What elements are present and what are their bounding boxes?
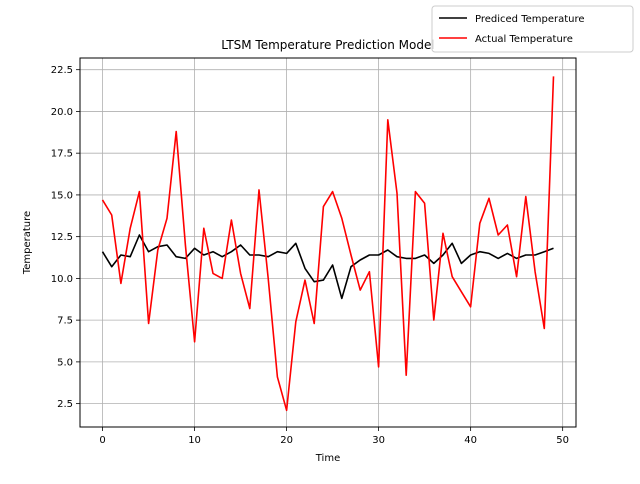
x-tick-label: 40 — [464, 435, 477, 446]
legend-label-predicted: Prediced Temperature — [475, 14, 585, 25]
series-line-actual — [101, 76, 555, 412]
y-tick-label: 5.0 — [57, 357, 73, 368]
legend-box — [431, 5, 634, 53]
grid — [80, 58, 576, 427]
x-tick-label: 20 — [280, 435, 293, 446]
series-lines — [101, 76, 555, 412]
x-axis-label: Time — [315, 453, 340, 464]
x-tick-label: 50 — [556, 435, 569, 446]
chart-title: LTSM Temperature Prediction Model — [221, 38, 434, 52]
y-tick-label: 10.0 — [51, 274, 73, 285]
x-tick-label: 0 — [99, 435, 105, 446]
y-tick-label: 17.5 — [51, 149, 73, 160]
y-tick-label: 20.0 — [51, 107, 73, 118]
legend-label-actual: Actual Temperature — [475, 34, 573, 45]
y-tick-label: 22.5 — [51, 65, 73, 76]
x-tick-label: 30 — [372, 435, 385, 446]
x-tick-label: 10 — [188, 435, 201, 446]
y-tick-label: 12.5 — [51, 232, 73, 243]
series-line-predicted — [101, 234, 554, 300]
axes-frame — [79, 57, 577, 428]
y-tick-label: 2.5 — [57, 399, 73, 410]
axis-ticks: 0 10 20 30 40 50 2.5 5.0 7.5 10.0 12.5 15.0 17.5 20.0… — [51, 65, 569, 446]
legend: Prediced Temperature Actual Temperature — [431, 5, 634, 53]
y-axis-label: Temperature — [22, 211, 33, 275]
y-tick-label: 15.0 — [51, 190, 73, 201]
y-tick-label: 7.5 — [57, 316, 73, 327]
